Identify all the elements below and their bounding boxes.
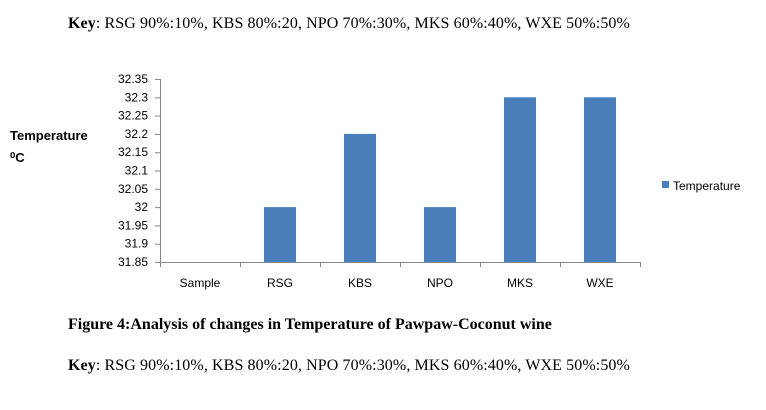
x-tick-label: Sample xyxy=(180,276,221,290)
x-tick-label: RSG xyxy=(267,276,293,290)
bar-npo xyxy=(424,207,456,262)
key-word: Key xyxy=(68,15,96,32)
key-line-top: Key: RSG 90%:10%, KBS 80%:20, NPO 70%:30… xyxy=(68,15,630,33)
figure-caption: Figure 4:Analysis of changes in Temperat… xyxy=(68,316,552,333)
y-axis-ticks: 32.35 32.3 32.25 32.2 32.15 32.1 32.05 32 31.95 3… xyxy=(118,72,160,269)
y-axis-label-line2: ⁰C xyxy=(10,150,25,165)
y-tick-label: 32.35 xyxy=(118,72,148,86)
key-word: Key xyxy=(68,357,96,374)
legend-label: Temperature xyxy=(673,179,741,193)
y-axis-label-line1: Temperature xyxy=(10,128,88,143)
x-axis-ticks: Sample RSG KBS NPO MKS WXE xyxy=(160,262,641,290)
y-tick-label: 32.1 xyxy=(125,164,149,178)
x-tick-label: MKS xyxy=(507,276,533,290)
bar-kbs xyxy=(344,133,376,262)
x-tick-label: NPO xyxy=(427,276,453,290)
y-tick-label: 32 xyxy=(135,200,149,214)
legend: Temperature xyxy=(662,179,741,193)
temperature-bar-chart: Temperature ⁰C 32.3532.332.2532.232.1532… xyxy=(10,72,741,290)
y-tick-label: 32.05 xyxy=(118,182,148,196)
y-tick-label: 32.15 xyxy=(118,145,148,159)
x-tick-label: KBS xyxy=(348,276,372,290)
x-tick-label: WXE xyxy=(586,276,613,290)
bars xyxy=(264,97,616,262)
y-tick-label: 31.85 xyxy=(118,255,148,269)
legend-swatch xyxy=(662,181,669,188)
key-text: : RSG 90%:10%, KBS 80%:20, NPO 70%:30%, … xyxy=(95,15,630,32)
y-tick-label: 32.2 xyxy=(125,127,149,141)
bar-rsg xyxy=(264,207,296,262)
key-line-bottom: Key: RSG 90%:10%, KBS 80%:20, NPO 70%:30… xyxy=(68,357,630,375)
y-tick-label: 31.9 xyxy=(125,237,149,251)
y-tick-label: 32.25 xyxy=(118,109,148,123)
bar-wxe xyxy=(584,97,616,262)
bar-mks xyxy=(504,97,536,262)
key-text: : RSG 90%:10%, KBS 80%:20, NPO 70%:30%, … xyxy=(95,357,630,374)
y-tick-label: 32.3 xyxy=(125,90,149,104)
y-tick-label: 31.95 xyxy=(118,218,148,232)
